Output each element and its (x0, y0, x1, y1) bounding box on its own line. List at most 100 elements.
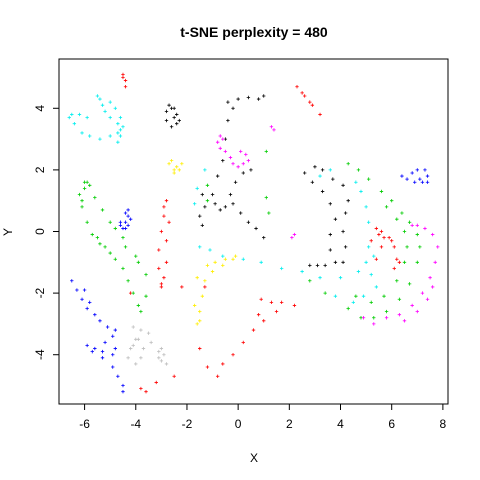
data-point (162, 214, 166, 218)
x-tick-label: -6 (79, 417, 90, 431)
data-point (397, 260, 402, 265)
data-point (167, 220, 171, 224)
data-point (364, 205, 368, 209)
chart-title: t-SNE perplexity = 480 (180, 24, 328, 40)
data-point (108, 220, 112, 224)
data-point (428, 276, 432, 280)
data-point (392, 266, 396, 271)
data-point (308, 263, 312, 268)
data-point (162, 205, 166, 209)
data-point (415, 232, 419, 237)
data-point (100, 208, 105, 212)
data-point (198, 214, 202, 218)
data-point (246, 220, 251, 224)
data-point (415, 168, 419, 172)
data-point (111, 334, 115, 338)
data-point (121, 75, 125, 80)
data-point (111, 365, 115, 369)
data-point (175, 121, 179, 126)
data-point (90, 232, 94, 237)
data-point (433, 260, 437, 265)
data-point (425, 180, 430, 184)
y-axis-label: Y (1, 228, 15, 236)
data-point (126, 214, 130, 218)
data-point (210, 269, 215, 274)
data-point (215, 374, 220, 378)
data-point (88, 183, 92, 187)
data-point (80, 198, 84, 203)
data-point (95, 235, 100, 240)
data-point (139, 328, 143, 332)
series-0 (164, 94, 350, 268)
data-point (423, 168, 427, 172)
data-point (418, 177, 422, 181)
data-point (213, 260, 217, 265)
data-point (295, 85, 299, 89)
data-point (162, 353, 166, 357)
data-point (318, 276, 322, 280)
data-point (128, 346, 133, 351)
x-tick-label: 6 (388, 417, 395, 431)
data-point (159, 346, 164, 351)
data-point (203, 285, 207, 289)
data-point (80, 205, 84, 209)
data-point (157, 349, 161, 354)
data-point (346, 162, 350, 166)
data-point (198, 346, 202, 351)
data-point (231, 162, 235, 166)
data-point (98, 319, 102, 323)
data-point (418, 245, 422, 249)
data-point (259, 260, 263, 265)
data-point (195, 276, 199, 280)
data-point (108, 134, 112, 138)
data-point (246, 95, 251, 100)
data-point (389, 239, 394, 243)
data-point (123, 211, 128, 215)
data-point (121, 72, 125, 77)
data-point (85, 220, 89, 224)
data-point (423, 226, 427, 231)
data-point (279, 266, 284, 271)
data-point (80, 297, 84, 301)
data-point (359, 189, 363, 194)
data-point (203, 205, 207, 209)
data-point (236, 165, 240, 169)
data-point (397, 297, 402, 301)
data-point (341, 260, 345, 265)
data-point (382, 294, 386, 298)
data-point (272, 128, 276, 132)
data-point (221, 137, 225, 141)
data-point (256, 97, 261, 101)
data-point (231, 202, 235, 206)
data-point (85, 180, 89, 184)
data-point (246, 158, 251, 163)
data-point (379, 229, 384, 234)
data-point (218, 208, 222, 212)
data-point (80, 131, 84, 135)
x-tick-label: 4 (337, 417, 344, 431)
data-point (144, 389, 148, 394)
data-point (172, 115, 176, 120)
data-point (118, 134, 123, 138)
data-point (410, 171, 414, 175)
data-point (88, 134, 92, 138)
data-point (123, 220, 128, 224)
series-3 (70, 168, 430, 394)
data-point (377, 232, 381, 237)
data-point (239, 211, 243, 215)
data-point (223, 149, 228, 154)
data-point (192, 202, 197, 206)
data-point (108, 251, 112, 255)
data-point (323, 291, 327, 295)
x-tick-label: 0 (235, 417, 242, 431)
data-point (131, 343, 135, 348)
data-point (157, 356, 161, 360)
y-axis: -4 -2 0 2 4 (33, 105, 59, 360)
data-point (328, 168, 332, 172)
data-point (223, 257, 228, 261)
data-point (231, 106, 235, 110)
data-point (384, 316, 389, 320)
data-point (323, 263, 327, 268)
data-point (198, 309, 202, 314)
data-point (372, 316, 376, 320)
